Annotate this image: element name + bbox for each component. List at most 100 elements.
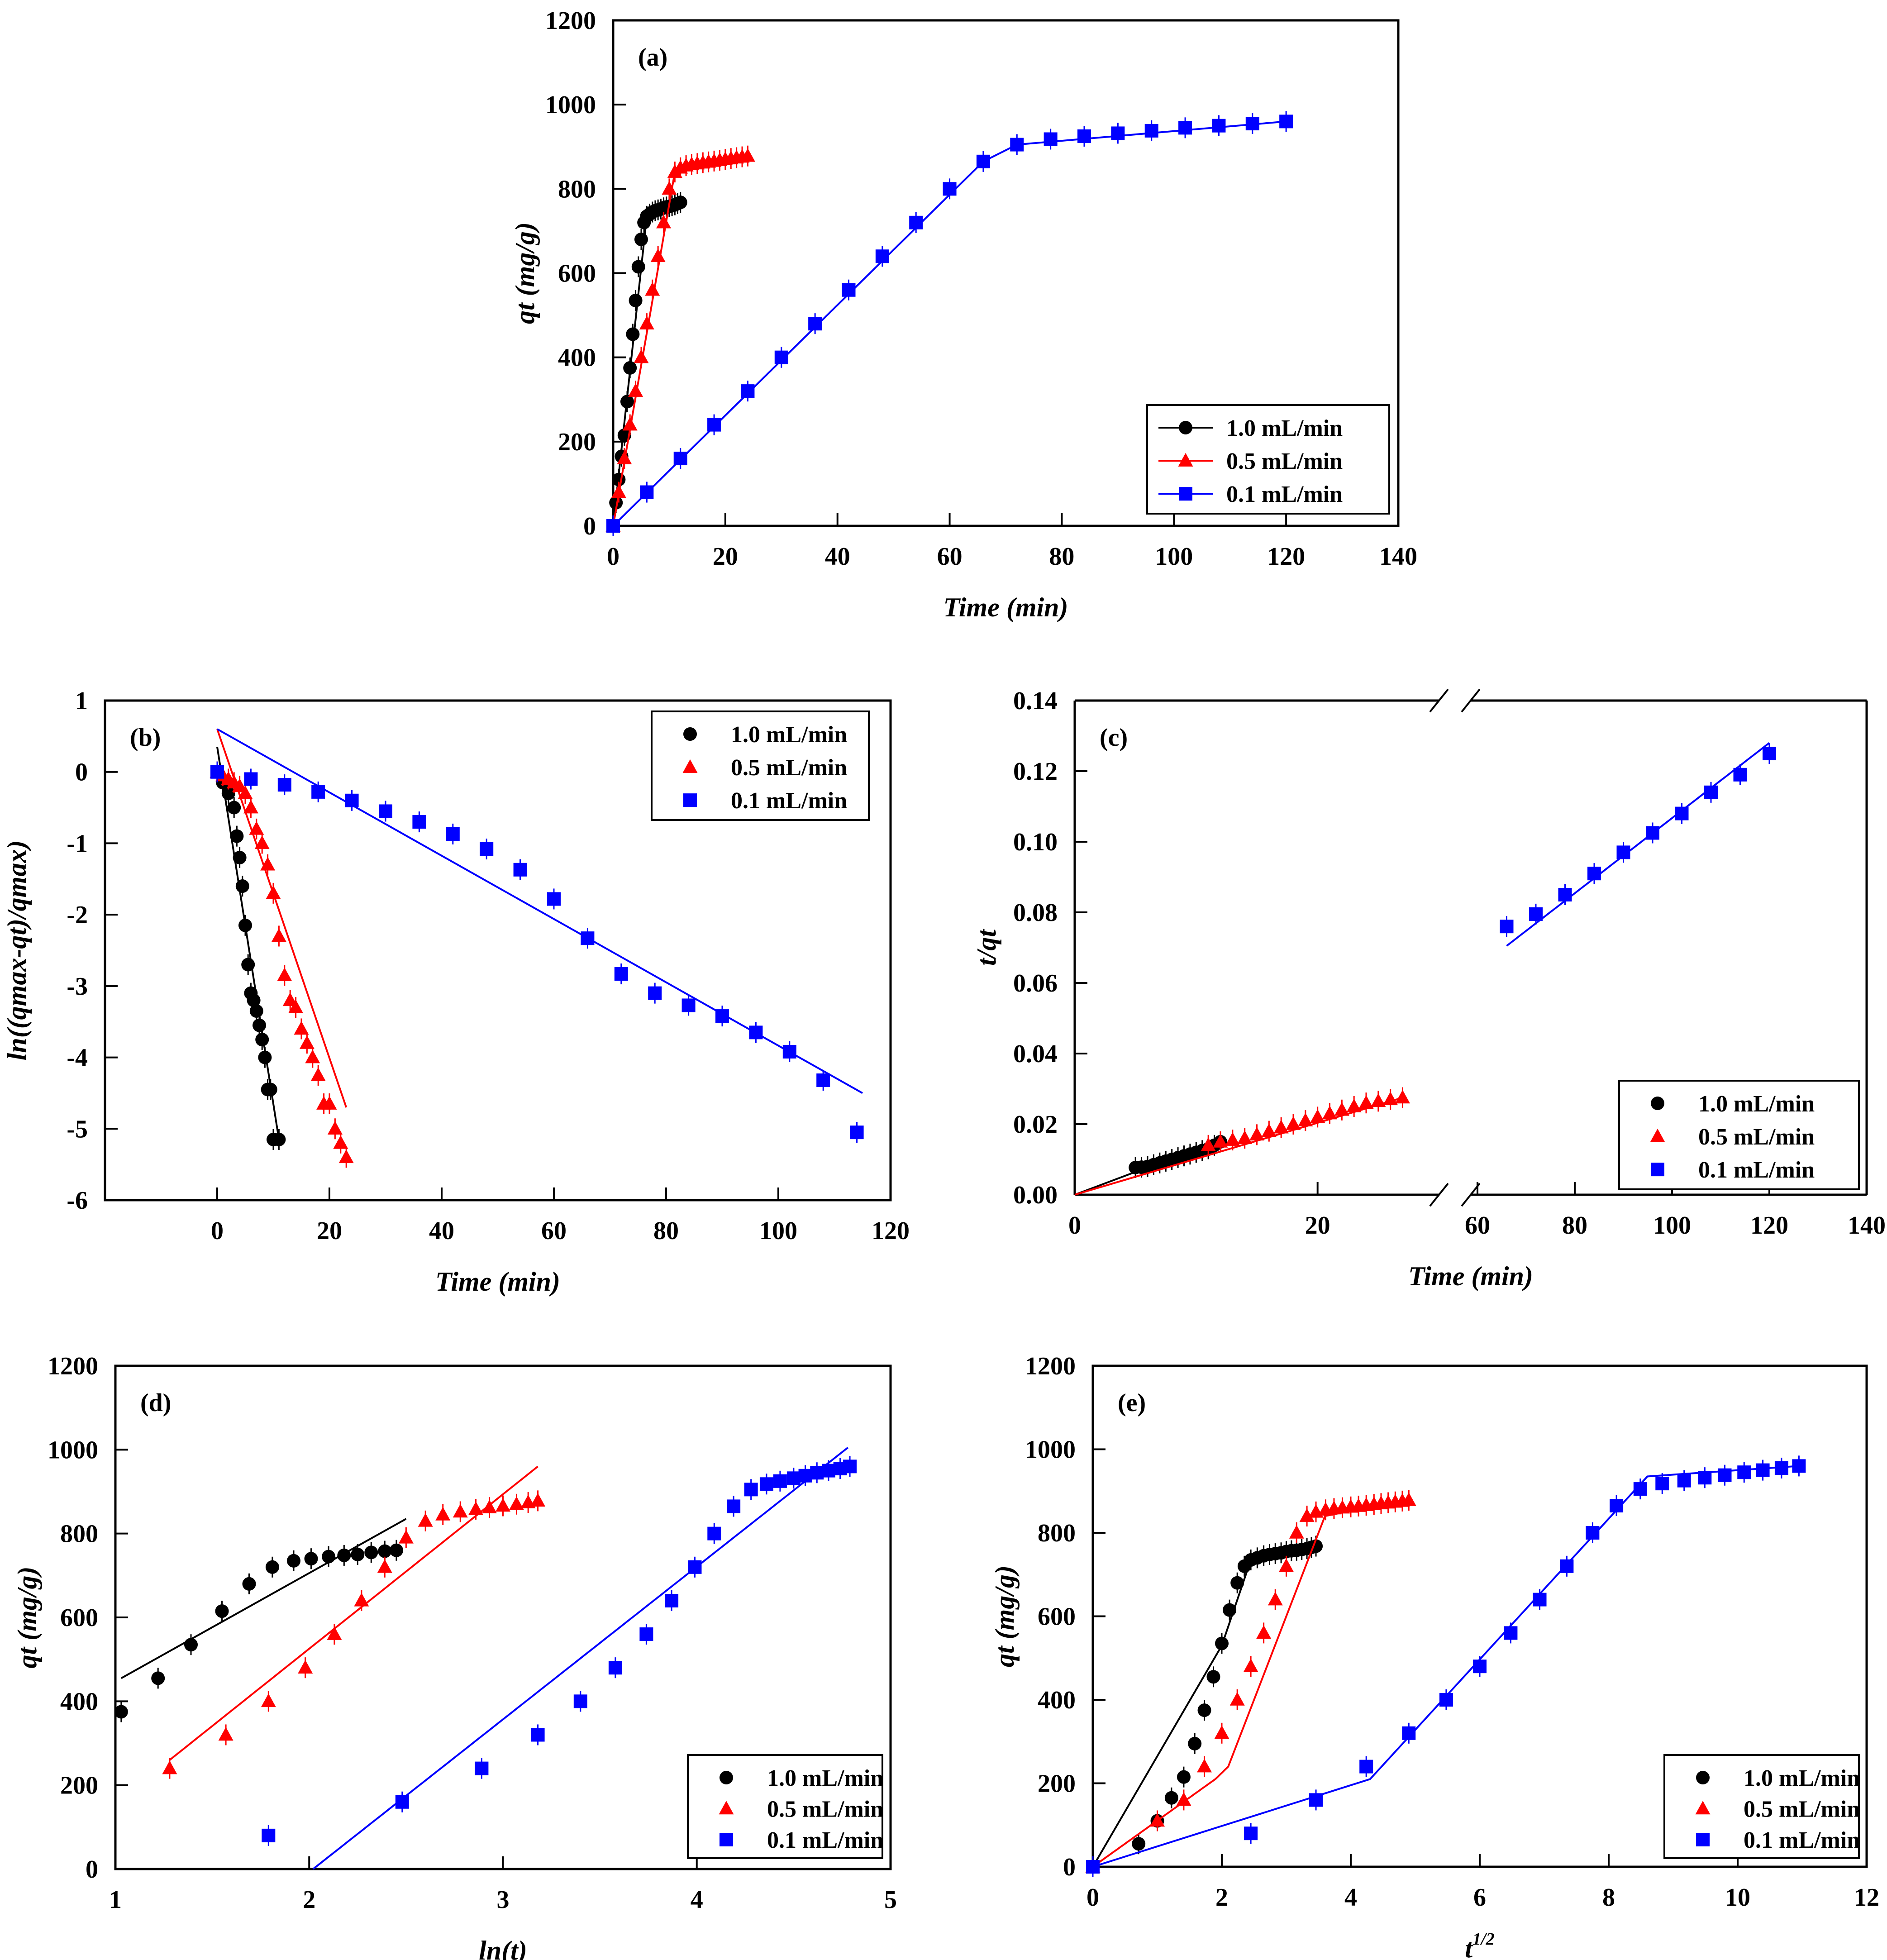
y-tick-label: 0.06 — [1013, 969, 1058, 997]
data-point-blue — [665, 1593, 679, 1607]
data-point-red — [1176, 1792, 1191, 1806]
data-point-blue — [1792, 1459, 1806, 1473]
data-point-blue — [741, 384, 755, 398]
data-point-black — [1215, 1636, 1229, 1650]
y-tick-label: 600 — [558, 260, 596, 288]
data-point-red — [243, 800, 258, 814]
data-point-blue — [715, 1009, 729, 1023]
x-tick-label: 60 — [1465, 1211, 1490, 1240]
data-point-red — [1289, 1525, 1304, 1539]
legend-entry: 0.5 mL/min — [767, 1796, 883, 1822]
x-axis-label: Time (min) — [1408, 1261, 1533, 1291]
data-point-red — [662, 181, 677, 195]
y-tick-label: -5 — [67, 1115, 88, 1143]
data-point-blue — [1044, 132, 1058, 146]
data-point-red — [1150, 1813, 1165, 1827]
data-point-black — [623, 361, 637, 375]
y-tick-label: 1200 — [1025, 1352, 1076, 1380]
data-point-blue — [1279, 114, 1293, 129]
data-point-black — [227, 801, 241, 815]
legend-marker-black — [1696, 1771, 1710, 1784]
data-point-red — [1401, 1492, 1416, 1506]
data-point-red — [218, 1727, 233, 1741]
fit-line-red — [216, 729, 348, 1108]
data-point-blue — [1763, 747, 1776, 760]
data-point-blue — [1698, 1471, 1712, 1485]
x-tick-label: 40 — [429, 1217, 454, 1245]
x-tick-label: 40 — [825, 543, 850, 571]
data-point-blue — [573, 1694, 587, 1708]
data-point-blue — [1010, 138, 1024, 152]
data-point-blue — [782, 1044, 796, 1059]
data-point-black — [378, 1544, 392, 1558]
x-tick-label: 5 — [884, 1886, 897, 1914]
x-tick-label: 140 — [1379, 543, 1417, 571]
data-point-red — [282, 992, 298, 1006]
x-tick-label: 140 — [1848, 1211, 1886, 1240]
data-point-blue — [759, 1477, 773, 1491]
data-point-red — [1197, 1759, 1212, 1773]
data-point-blue — [1245, 117, 1259, 131]
y-tick-label: 800 — [558, 175, 596, 203]
data-point-black — [235, 879, 249, 893]
data-point-black — [230, 829, 244, 843]
data-point-black — [233, 850, 247, 864]
y-tick-label: 0.12 — [1013, 758, 1058, 786]
y-tick-label: 0 — [583, 512, 596, 540]
data-point-red — [1322, 1106, 1337, 1120]
data-point-red — [645, 282, 660, 296]
legend-marker-black — [720, 1771, 733, 1784]
data-point-blue — [1610, 1499, 1624, 1513]
x-axis-label-base: t — [1465, 1933, 1473, 1960]
data-point-blue — [1677, 1474, 1691, 1488]
legend-entry: 0.1 mL/min — [1744, 1827, 1860, 1853]
data-point-blue — [1439, 1693, 1453, 1707]
data-point-blue — [774, 350, 788, 364]
legend-entry: 1.0 mL/min — [1226, 415, 1343, 441]
data-point-blue — [821, 1464, 835, 1478]
data-point-red — [509, 1496, 524, 1510]
y-tick-label: -1 — [67, 830, 88, 858]
data-point-red — [1346, 1098, 1362, 1112]
data-point-blue — [810, 1466, 824, 1480]
data-point-blue — [909, 215, 923, 229]
data-point-blue — [1774, 1461, 1788, 1475]
data-point-red — [1371, 1093, 1386, 1107]
data-point-red — [1201, 1137, 1216, 1151]
y-tick-label: 800 — [60, 1520, 98, 1548]
data-point-blue — [531, 1728, 545, 1742]
data-point-black — [241, 958, 255, 972]
data-point-red — [453, 1504, 468, 1518]
y-tick-label: 400 — [1038, 1686, 1076, 1714]
data-point-black — [1206, 1670, 1220, 1684]
panel-label: (c) — [1100, 724, 1128, 752]
y-tick-label: 0 — [1063, 1853, 1076, 1881]
y-tick-label: 0 — [86, 1855, 98, 1884]
y-tick-label: -4 — [67, 1044, 88, 1072]
y-tick-label: 1000 — [48, 1436, 98, 1464]
data-point-red — [254, 835, 270, 849]
data-point-blue — [1704, 785, 1718, 799]
y-tick-label: 800 — [1038, 1519, 1076, 1547]
legend-entry: 1.0 mL/min — [1744, 1765, 1860, 1791]
data-point-black — [258, 1050, 272, 1064]
legend-marker-red — [1178, 453, 1193, 467]
legend-entry: 0.5 mL/min — [1698, 1124, 1815, 1150]
x-tick-label: 80 — [1049, 543, 1074, 571]
data-point-blue — [614, 967, 628, 981]
data-point-red — [299, 1035, 314, 1049]
data-point-red — [622, 417, 638, 431]
data-point-red — [496, 1498, 510, 1512]
y-axis-label: t/qt — [972, 929, 1001, 966]
data-point-red — [249, 821, 264, 835]
legend-entry: 1.0 mL/min — [1698, 1091, 1815, 1117]
data-point-red — [1299, 1508, 1315, 1522]
data-point-red — [740, 148, 755, 162]
data-point-blue — [1533, 1593, 1547, 1607]
data-point-black — [286, 1554, 300, 1568]
x-tick-label: 0 — [1068, 1211, 1081, 1240]
data-point-blue — [608, 1661, 622, 1675]
x-tick-label: 120 — [872, 1217, 910, 1245]
data-point-red — [1273, 1120, 1289, 1134]
